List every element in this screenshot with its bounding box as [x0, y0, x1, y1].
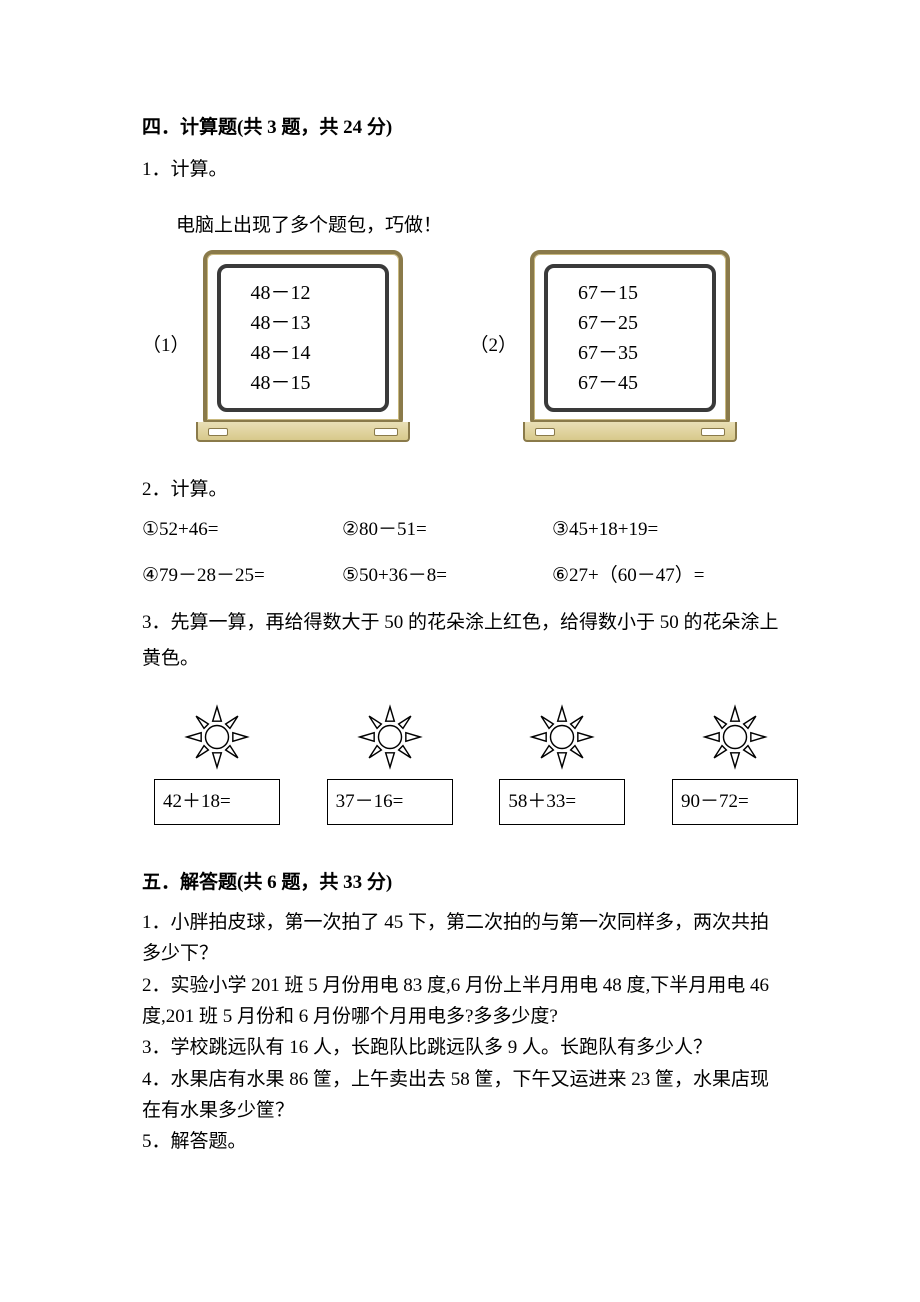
flower-row: 42＋18= 37－16= 58＋33=	[142, 701, 810, 825]
q-item: 4．水果店有水果 86 筐，上午卖出去 58 筐，下午又运进来 23 筐，水果店…	[142, 1064, 780, 1127]
eq: 50+36－8=	[359, 558, 447, 594]
num: ①	[142, 512, 159, 548]
line: 48－12	[251, 282, 311, 304]
q2-label: 2．计算。	[142, 472, 780, 508]
line: 67－15	[578, 282, 638, 304]
crt-frame: 48－12 48－13 48－14 48－15	[203, 250, 403, 424]
q1-label: 1．计算。	[142, 152, 780, 188]
eq: 52+46=	[159, 512, 218, 548]
q2-row1: ①52+46= ②80－51= ③45+18+19=	[142, 512, 780, 548]
section-4-title: 四．计算题(共 3 题，共 24 分)	[142, 110, 780, 146]
flower-eq: 90－72=	[672, 779, 798, 825]
line: 67－25	[578, 312, 638, 334]
num: ⑤	[342, 558, 359, 594]
line: 48－14	[251, 342, 311, 364]
num: ④	[142, 558, 159, 594]
line: 48－13	[251, 312, 311, 334]
computer-1: （1） 48－12 48－13 48－14 48－15	[142, 250, 410, 442]
eq: 27+（60－47）=	[569, 558, 704, 594]
flower-eq: 37－16=	[327, 779, 453, 825]
num: ②	[342, 512, 359, 548]
line: 48－15	[251, 372, 311, 394]
computer-2-label: （2）	[470, 328, 518, 364]
q-item: 1．小胖拍皮球，第一次拍了 45 下，第二次拍的与第一次同样多，两次共拍多少下？	[142, 907, 780, 970]
num: ⑥	[552, 558, 569, 594]
crt-screen: 67－15 67－25 67－35 67－45	[544, 264, 716, 412]
q1-tip: 电脑上出现了多个题包，巧做！	[176, 208, 780, 244]
flower-item: 90－72=	[660, 701, 810, 825]
q2-row2: ④79－28－25= ⑤50+36－8= ⑥27+（60－47）=	[142, 558, 780, 594]
flower-icon	[699, 701, 771, 773]
computer-2: （2） 67－15 67－25 67－35 67－45	[470, 250, 738, 442]
flower-item: 37－16=	[315, 701, 465, 825]
q-item: 2．实验小学 201 班 5 月份用电 83 度,6 月份上半月用电 48 度,…	[142, 970, 780, 1033]
eq: 45+18+19=	[569, 512, 658, 548]
flower-eq: 58＋33=	[499, 779, 625, 825]
computer-1-label: （1）	[142, 328, 190, 364]
line: 67－35	[578, 342, 638, 364]
eq: 79－28－25=	[159, 558, 265, 594]
q-item: 3．学校跳远队有 16 人，长跑队比跳远队多 9 人。长跑队有多少人？	[142, 1032, 780, 1063]
crt-base	[196, 422, 410, 442]
eq: 80－51=	[359, 512, 427, 548]
flower-eq: 42＋18=	[154, 779, 280, 825]
crt-base	[523, 422, 737, 442]
q3-text: 3．先算一算，再给得数大于 50 的花朵涂上红色，给得数小于 50 的花朵涂上黄…	[142, 605, 780, 677]
flower-item: 42＋18=	[142, 701, 292, 825]
crt-frame: 67－15 67－25 67－35 67－45	[530, 250, 730, 424]
line: 67－45	[578, 372, 638, 394]
section-5-body: 1．小胖拍皮球，第一次拍了 45 下，第二次拍的与第一次同样多，两次共拍多少下？…	[142, 907, 780, 1158]
q-item: 5．解答题。	[142, 1126, 780, 1157]
flower-icon	[354, 701, 426, 773]
computer-row: （1） 48－12 48－13 48－14 48－15 （2） 67－15 67…	[142, 250, 780, 442]
flower-icon	[181, 701, 253, 773]
num: ③	[552, 512, 569, 548]
section-5-title: 五．解答题(共 6 题，共 33 分)	[142, 865, 780, 901]
flower-icon	[526, 701, 598, 773]
crt-screen: 48－12 48－13 48－14 48－15	[217, 264, 389, 412]
flower-item: 58＋33=	[487, 701, 637, 825]
